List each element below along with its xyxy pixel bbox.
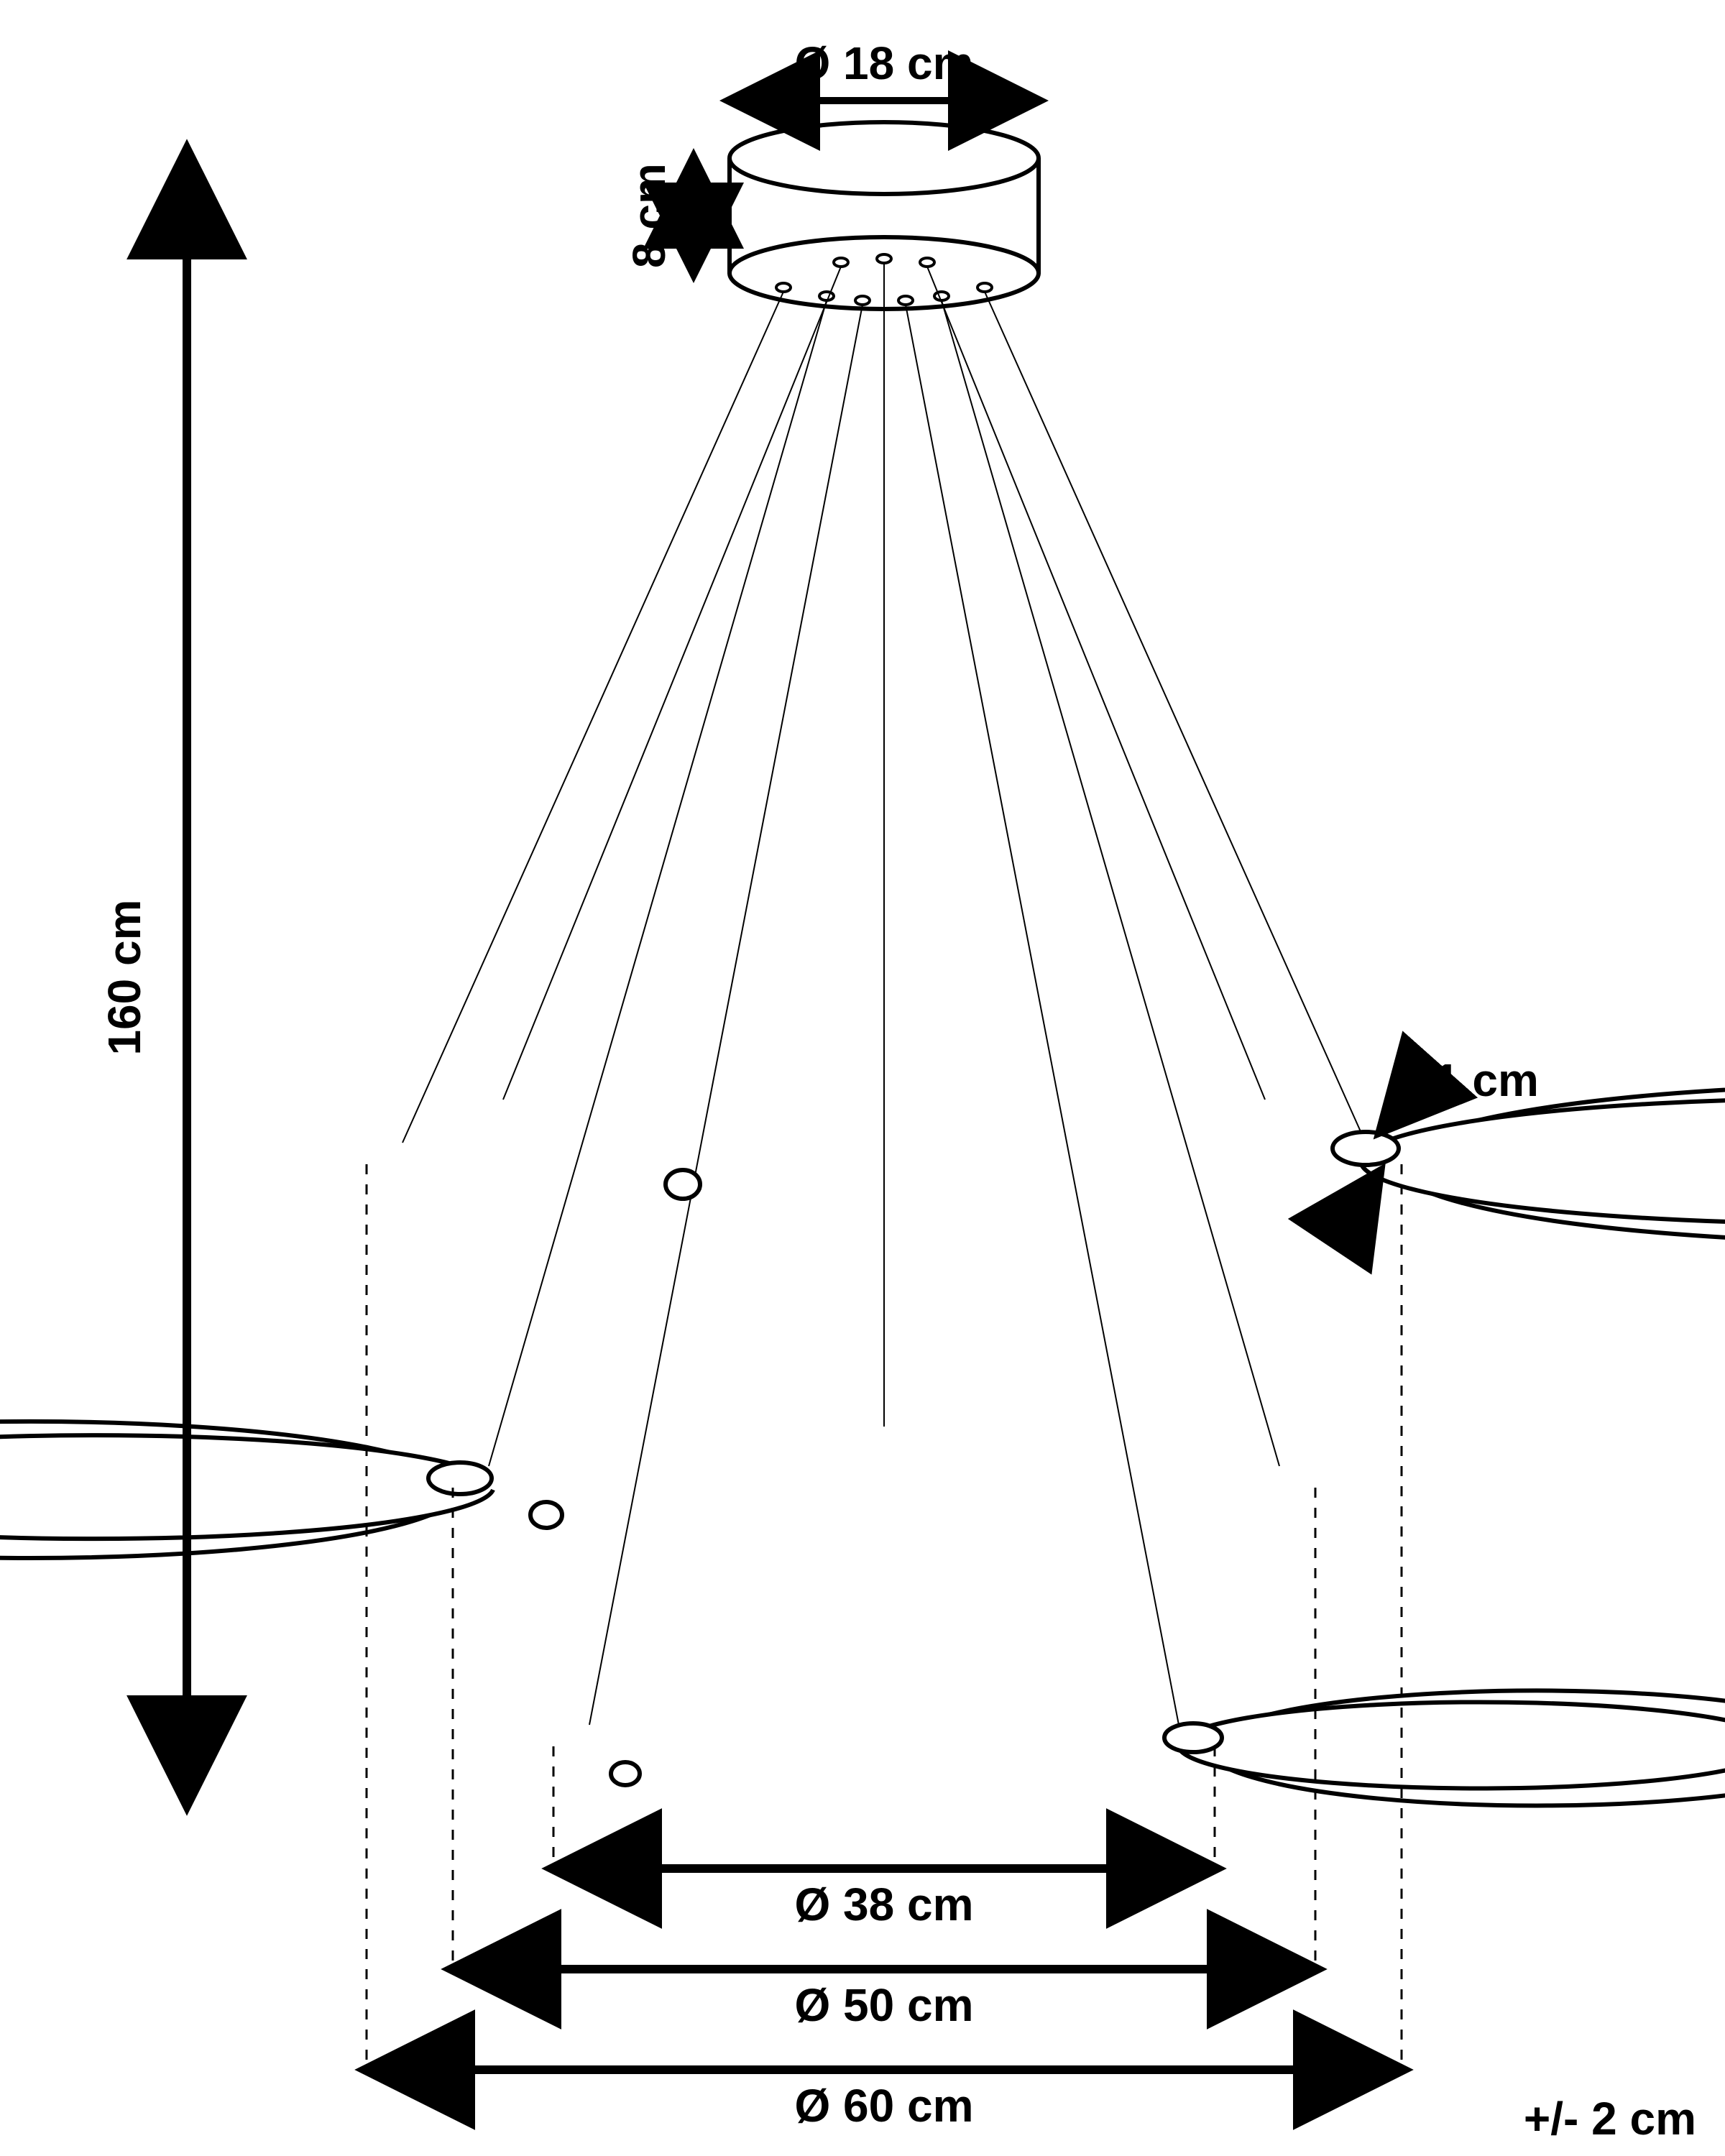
- diagram-page: Ø 18 cm 8 cm 1 cm 160 cm Ø: [0, 0, 1725, 2156]
- width-38-label: Ø 38 cm: [794, 1879, 973, 1930]
- tolerance-note: +/- 2 cm: [1524, 2093, 1696, 2145]
- tube-thickness-label: 1 cm: [1434, 1054, 1539, 1106]
- dim-canopy-diameter: Ø 18 cm: [730, 37, 1039, 101]
- ring-top: [666, 1084, 1725, 1243]
- canopy-diameter-label: Ø 18 cm: [794, 37, 973, 89]
- dim-width-38: Ø 38 cm: [553, 1869, 1215, 1930]
- ring-middle: [0, 1422, 562, 1558]
- canopy-height-label: 8 cm: [623, 163, 675, 268]
- width-60-label: Ø 60 cm: [794, 2080, 973, 2132]
- ring-bottom: [611, 1690, 1725, 1805]
- diagram-svg: Ø 18 cm 8 cm 1 cm 160 cm Ø: [0, 0, 1725, 2156]
- dim-width-50: Ø 50 cm: [453, 1969, 1315, 2031]
- dim-width-60: Ø 60 cm: [367, 2070, 1402, 2132]
- width-50-label: Ø 50 cm: [794, 1979, 973, 2031]
- dim-canopy-height: 8 cm: [623, 158, 694, 273]
- overall-height-label: 160 cm: [98, 899, 150, 1055]
